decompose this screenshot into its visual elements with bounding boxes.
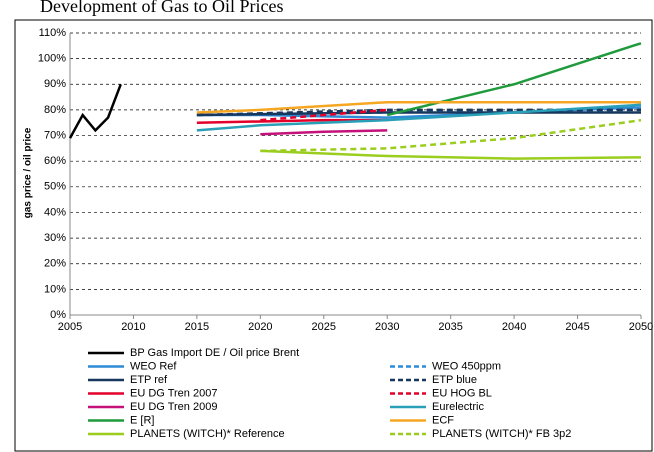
y-axis-label: gas price / oil price [23, 127, 34, 218]
series-line [386, 42, 642, 117]
legend-label: Eurelectric [432, 401, 484, 413]
series-line [260, 108, 388, 122]
series-line [196, 108, 641, 117]
legend-label: PLANETS (WITCH)* Reference [130, 428, 285, 440]
x-tick-label: 2035 [438, 321, 462, 333]
x-tick-label: 2030 [375, 321, 399, 333]
legend-label: ETP blue [432, 374, 477, 386]
series-line [260, 118, 642, 153]
chart-frame [14, 19, 653, 452]
series-line [68, 83, 122, 139]
series-line [196, 118, 388, 124]
y-tick-label: 0% [50, 309, 66, 321]
series-line [260, 129, 388, 136]
legend-label: EU DG Tren 2007 [130, 387, 217, 399]
x-tick-label: 2045 [565, 321, 589, 333]
legend-label: WEO 450ppm [432, 360, 501, 372]
x-tick-label: 2050 [629, 321, 653, 333]
x-tick-label: 2025 [312, 321, 336, 333]
y-tick-label: 50% [44, 181, 66, 193]
y-tick-label: 40% [44, 206, 66, 218]
x-tick-label: 2020 [248, 321, 272, 333]
y-tick-label: 30% [44, 232, 66, 244]
series-line [196, 100, 641, 114]
y-tick-label: 80% [44, 104, 66, 116]
series-line [260, 149, 642, 160]
y-tick-label: 70% [44, 129, 66, 141]
x-tick-label: 2010 [121, 321, 145, 333]
legend-label: EU DG Tren 2009 [130, 401, 217, 413]
x-tick-label: 2015 [185, 321, 209, 333]
y-tick-label: 10% [44, 283, 66, 295]
chart-title: Development of Gas to Oil Prices [40, 0, 283, 16]
y-tick-label: 90% [44, 78, 66, 90]
legend-label: E [R] [130, 414, 154, 426]
x-tick-label: 2040 [502, 321, 526, 333]
y-tick-label: 100% [38, 53, 66, 65]
y-tick-label: 60% [44, 155, 66, 167]
x-tick-label: 2005 [58, 321, 82, 333]
y-tick-label: 110% [39, 27, 67, 39]
series-line [196, 103, 642, 132]
legend-label: PLANETS (WITCH)* FB 3p2 [432, 428, 571, 440]
legend-label: ETP ref [130, 374, 168, 386]
legend-label: WEO Ref [130, 360, 177, 372]
y-tick-label: 20% [44, 258, 66, 270]
legend-label: EU HOG BL [432, 387, 492, 399]
legend-label: BP Gas Import DE / Oil price Brent [130, 347, 299, 359]
series-line [196, 111, 641, 117]
legend-label: ECF [432, 414, 454, 426]
